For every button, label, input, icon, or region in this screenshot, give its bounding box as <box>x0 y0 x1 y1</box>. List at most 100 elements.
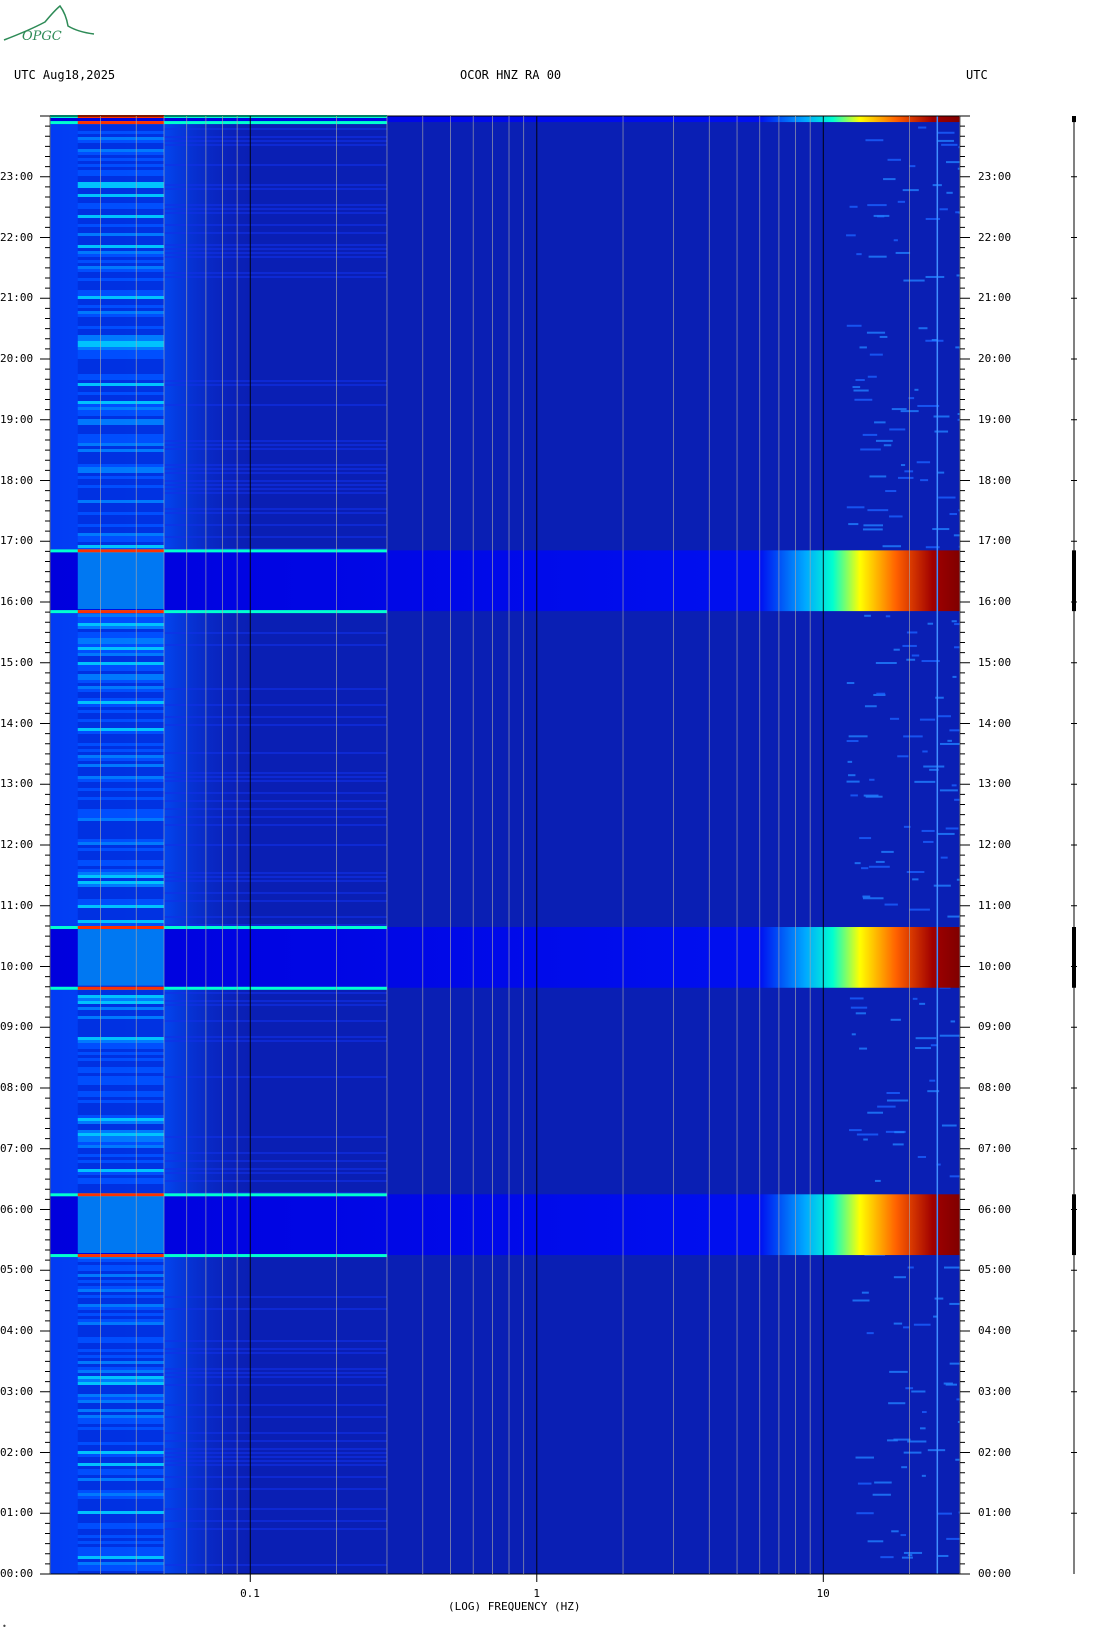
low-frequency-stripe <box>77 1010 165 1013</box>
low-frequency-stripe <box>77 773 165 776</box>
hf-speckle <box>897 476 914 479</box>
hf-speckle <box>945 1383 958 1386</box>
hf-speckle <box>892 1143 904 1146</box>
hf-speckle <box>958 146 960 149</box>
low-frequency-stripe <box>77 191 165 194</box>
hf-speckle <box>875 661 897 664</box>
low-frequency-stripe <box>77 1142 165 1145</box>
low-frequency-stripe <box>77 860 165 863</box>
low-frequency-stripe <box>77 1355 165 1358</box>
texture-stripe <box>164 1152 387 1154</box>
low-frequency-stripe <box>77 1445 165 1448</box>
low-frequency-stripe <box>77 1349 165 1352</box>
low-frequency-stripe <box>77 440 165 443</box>
low-frequency-stripe <box>77 275 165 278</box>
low-frequency-stripe <box>77 1526 165 1529</box>
low-frequency-stripe <box>77 1160 165 1163</box>
low-frequency-stripe <box>77 731 165 734</box>
hf-speckle <box>863 1138 868 1141</box>
hf-speckle <box>954 623 960 626</box>
hf-speckle <box>915 1037 937 1040</box>
low-frequency-stripe <box>77 665 165 668</box>
band-edge-hot <box>77 610 165 614</box>
texture-stripe <box>164 252 387 254</box>
low-frequency-stripe <box>77 227 165 230</box>
low-frequency-stripe <box>77 794 165 797</box>
low-frequency-stripe <box>77 1382 165 1385</box>
hf-speckle <box>903 825 911 828</box>
low-frequency-stripe <box>77 464 165 467</box>
hf-speckle <box>903 1551 923 1554</box>
hf-speckle <box>846 780 860 783</box>
low-frequency-stripe <box>77 1538 165 1541</box>
hf-speckle <box>927 622 934 625</box>
low-frequency-stripe <box>77 467 165 470</box>
low-frequency-stripe <box>77 713 165 716</box>
y-tick-label-right: 19:00 <box>978 412 1012 426</box>
texture-stripe <box>164 872 387 874</box>
texture-stripe <box>164 704 387 706</box>
low-frequency-stripe <box>77 1484 165 1487</box>
low-frequency-stripe <box>77 1487 165 1490</box>
low-frequency-stripe <box>77 365 165 368</box>
low-frequency-stripe <box>77 1259 165 1262</box>
low-frequency-stripe <box>77 635 165 638</box>
hf-speckle <box>869 475 887 478</box>
low-frequency-stripe <box>77 389 165 392</box>
texture-stripe <box>164 444 387 446</box>
hf-speckle <box>856 253 862 256</box>
low-frequency-stripe <box>77 488 165 491</box>
low-frequency-stripe <box>77 221 165 224</box>
low-frequency-stripe <box>77 422 165 425</box>
low-frequency-stripe <box>77 770 165 773</box>
low-frequency-stripe <box>77 1100 165 1103</box>
low-frequency-stripe <box>77 1343 165 1346</box>
low-frequency-stripe <box>77 524 165 527</box>
low-frequency-stripe <box>77 749 165 752</box>
hf-speckle <box>873 693 886 696</box>
y-tick-label-right: 16:00 <box>978 595 1012 608</box>
hf-speckle <box>921 1474 926 1477</box>
texture-stripe <box>164 1160 387 1162</box>
hf-speckle <box>909 165 916 168</box>
texture-stripe <box>164 224 387 226</box>
texture-stripe <box>164 880 387 882</box>
low-frequency-stripe <box>77 1451 165 1454</box>
hf-speckle <box>876 692 886 695</box>
low-frequency-stripe <box>77 1049 165 1052</box>
low-frequency-stripe <box>77 899 165 902</box>
y-tick-label-right: 13:00 <box>978 777 1012 791</box>
low-frequency-stripe <box>77 800 165 803</box>
low-frequency-stripe <box>77 917 165 920</box>
low-frequency-stripe <box>77 782 165 785</box>
low-frequency-stripe <box>77 143 165 146</box>
hf-speckle <box>927 1449 946 1452</box>
texture-stripe <box>164 724 387 726</box>
texture-stripe <box>164 1372 387 1374</box>
low-frequency-stripe <box>77 1439 165 1442</box>
low-frequency-stripe <box>77 632 165 635</box>
low-frequency-stripe <box>77 1508 165 1511</box>
low-frequency-stripe <box>77 1430 165 1433</box>
low-frequency-stripe <box>77 1181 165 1184</box>
hf-speckle <box>847 760 853 763</box>
hf-speckle <box>874 1481 892 1484</box>
hf-speckle <box>958 509 960 512</box>
low-frequency-stripe <box>77 308 165 311</box>
hf-speckle <box>855 1456 874 1459</box>
low-frequency-stripe <box>77 209 165 212</box>
low-frequency-stripe <box>77 380 165 383</box>
low-frequency-stripe <box>77 1265 165 1268</box>
low-frequency-stripe <box>77 887 165 890</box>
low-frequency-stripe <box>77 821 165 824</box>
hf-speckle <box>874 1179 881 1182</box>
hf-speckle <box>906 870 925 873</box>
hf-speckle <box>941 1124 957 1127</box>
texture-stripe <box>164 644 387 646</box>
texture-stripe <box>164 1308 387 1310</box>
low-frequency-stripe <box>77 995 165 998</box>
texture-stripe <box>164 204 387 206</box>
low-frequency-stripe <box>77 1079 165 1082</box>
low-frequency-stripe <box>77 689 165 692</box>
low-frequency-stripe <box>77 1550 165 1553</box>
